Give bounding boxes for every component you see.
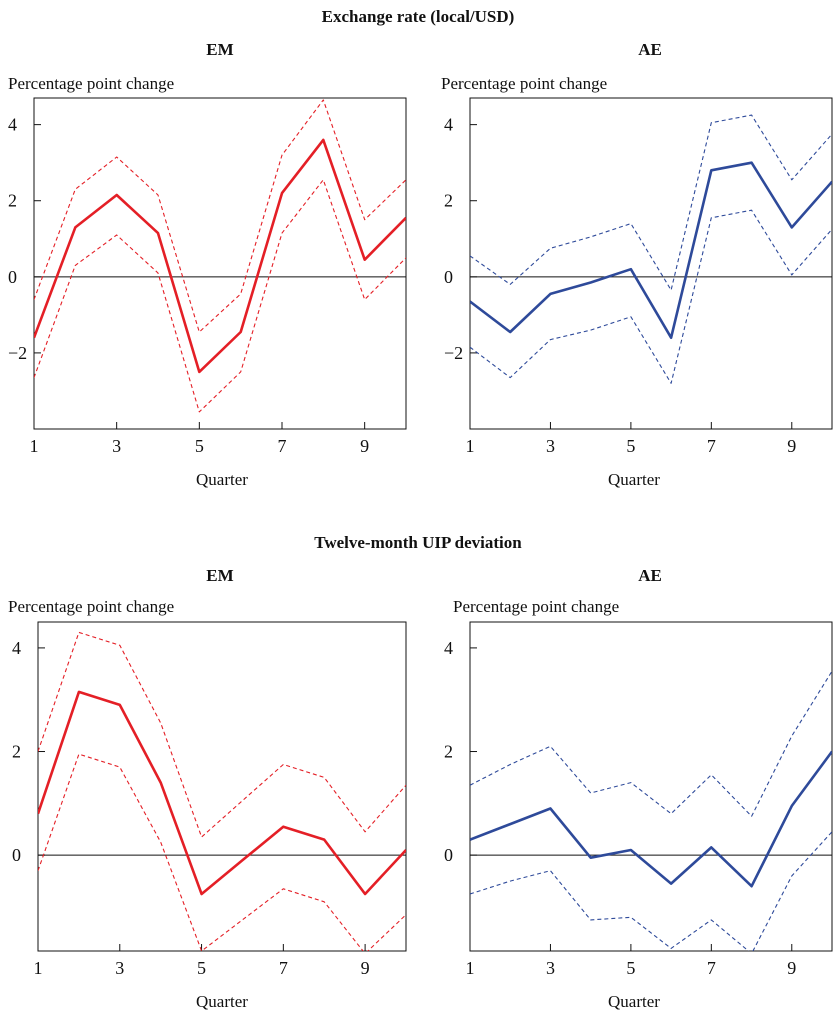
y-tick-label-ae-exchange-2: 2: [444, 191, 453, 211]
series-line-upper-ae-uip: [470, 670, 832, 817]
series-line-upper-em-uip: [38, 631, 406, 838]
x-tick-label-ae-uip-0: 1: [466, 958, 475, 978]
y-tick-label-em-exchange-1: 0: [8, 267, 17, 287]
series-line-upper-ae-exchange: [470, 114, 832, 291]
y-tick-label-em-exchange-3: 4: [8, 115, 17, 135]
plot-frame-ae-uip: [469, 621, 833, 952]
x-tick-label-ae-uip-4: 9: [787, 958, 796, 978]
x-tick-label-ae-exchange-4: 9: [787, 436, 796, 456]
x-tick-label-em-uip-4: 9: [361, 958, 370, 978]
series-line-lower-ae-exchange: [470, 209, 832, 384]
y-tick-label-ae-uip-2: 4: [444, 638, 453, 658]
ylabel-em-exchange: Percentage point change: [8, 74, 174, 93]
x-tick-label-ae-uip-1: 3: [546, 958, 555, 978]
x-tick-label-ae-exchange-0: 1: [466, 436, 475, 456]
section-title-uip-deviation: Twelve-month UIP deviation: [314, 533, 522, 552]
series-line-lower-ae-uip: [470, 831, 832, 951]
x-tick-label-ae-uip-3: 7: [707, 958, 716, 978]
series-line-lower-em-uip: [38, 753, 406, 951]
xlabel-em-exchange: Quarter: [196, 470, 248, 489]
ylabel-ae-uip: Percentage point change: [453, 597, 619, 616]
y-tick-label-ae-uip-1: 2: [444, 742, 453, 762]
y-tick-label-em-exchange-0: −2: [8, 343, 27, 363]
y-tick-label-ae-uip-0: 0: [444, 845, 453, 865]
y-tick-label-ae-exchange-0: −2: [444, 343, 463, 363]
y-tick-label-em-uip-0: 0: [12, 845, 21, 865]
ylabel-em-uip: Percentage point change: [8, 597, 174, 616]
series-line-estimate-ae-exchange: [470, 161, 832, 340]
xlabel-ae-exchange: Quarter: [608, 470, 660, 489]
x-tick-label-ae-uip-2: 5: [626, 958, 635, 978]
plot-frame-em-uip: [37, 621, 407, 952]
y-tick-label-em-exchange-2: 2: [8, 191, 17, 211]
x-tick-label-ae-exchange-3: 7: [707, 436, 716, 456]
series-line-estimate-em-exchange: [34, 138, 406, 374]
y-tick-label-ae-exchange-1: 0: [444, 267, 453, 287]
y-tick-label-em-uip-2: 4: [12, 638, 21, 658]
plot-frame-ae-exchange: [469, 97, 833, 430]
x-tick-label-ae-exchange-2: 5: [626, 436, 635, 456]
series-line-estimate-em-uip: [38, 690, 406, 896]
x-tick-label-em-exchange-0: 1: [30, 436, 39, 456]
chart-panel-em-uip-deviation: 0 2 4 1 3 5 7 9: [12, 621, 407, 978]
xlabel-ae-uip: Quarter: [608, 992, 660, 1011]
x-tick-label-em-exchange-2: 5: [195, 436, 204, 456]
y-tick-label-ae-exchange-3: 4: [444, 115, 453, 135]
xlabel-em-uip: Quarter: [196, 992, 248, 1011]
chart-panel-em-exchange-rate: −2 0 2 4 1 3 5 7 9: [8, 97, 407, 456]
ylabel-ae-exchange: Percentage point change: [441, 74, 607, 93]
y-tick-label-em-uip-1: 2: [12, 742, 21, 762]
panel-title-ae-exchange: AE: [638, 40, 662, 59]
plot-frame-em-exchange: [33, 97, 407, 430]
series-line-estimate-ae-uip: [470, 750, 832, 888]
x-tick-label-em-uip-1: 3: [115, 958, 124, 978]
panel-title-ae-uip: AE: [638, 566, 662, 585]
x-tick-label-ae-exchange-1: 3: [546, 436, 555, 456]
x-tick-label-em-uip-0: 1: [34, 958, 43, 978]
section-title-exchange-rate: Exchange rate (local/USD): [322, 7, 515, 26]
x-tick-label-em-uip-2: 5: [197, 958, 206, 978]
chart-panel-ae-uip-deviation: 0 2 4 1 3 5 7 9: [444, 621, 833, 978]
x-tick-label-em-exchange-1: 3: [112, 436, 121, 456]
panel-title-em-exchange: EM: [206, 40, 233, 59]
chart-panel-ae-exchange-rate: −2 0 2 4 1 3 5 7 9: [444, 97, 833, 456]
x-tick-label-em-exchange-3: 7: [278, 436, 287, 456]
x-tick-label-em-uip-3: 7: [279, 958, 288, 978]
series-line-lower-em-exchange: [34, 179, 406, 413]
panel-title-em-uip: EM: [206, 566, 233, 585]
x-tick-label-em-exchange-4: 9: [360, 436, 369, 456]
series-line-upper-em-exchange: [34, 99, 406, 333]
